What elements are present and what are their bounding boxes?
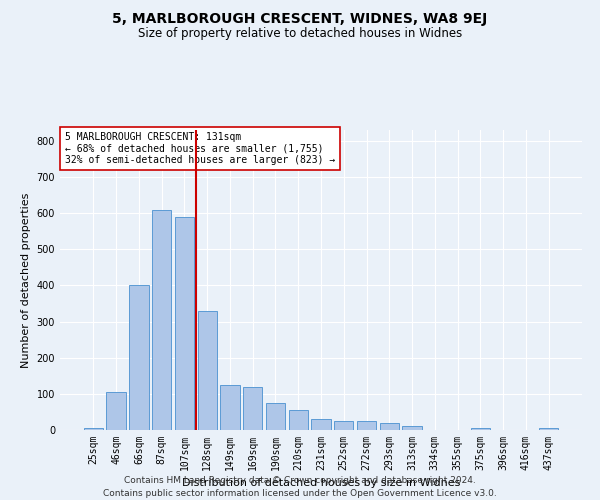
- Bar: [152, 210, 172, 430]
- X-axis label: Distribution of detached houses by size in Widnes: Distribution of detached houses by size …: [182, 478, 460, 488]
- Bar: [334, 421, 353, 430]
- Text: 5, MARLBOROUGH CRESCENT, WIDNES, WA8 9EJ: 5, MARLBOROUGH CRESCENT, WIDNES, WA8 9EJ: [112, 12, 488, 26]
- Text: Size of property relative to detached houses in Widnes: Size of property relative to detached ho…: [138, 28, 462, 40]
- Bar: [84, 428, 103, 430]
- Bar: [197, 310, 217, 430]
- Bar: [357, 421, 376, 430]
- Bar: [266, 403, 285, 430]
- Bar: [220, 385, 239, 430]
- Text: 5 MARLBOROUGH CRESCENT: 131sqm
← 68% of detached houses are smaller (1,755)
32% : 5 MARLBOROUGH CRESCENT: 131sqm ← 68% of …: [65, 132, 335, 164]
- Bar: [243, 386, 262, 430]
- Bar: [470, 428, 490, 430]
- Y-axis label: Number of detached properties: Number of detached properties: [21, 192, 31, 368]
- Bar: [106, 392, 126, 430]
- Bar: [539, 428, 558, 430]
- Bar: [289, 410, 308, 430]
- Bar: [311, 419, 331, 430]
- Bar: [129, 286, 149, 430]
- Bar: [175, 216, 194, 430]
- Text: Contains HM Land Registry data © Crown copyright and database right 2024.
Contai: Contains HM Land Registry data © Crown c…: [103, 476, 497, 498]
- Bar: [403, 426, 422, 430]
- Bar: [380, 423, 399, 430]
